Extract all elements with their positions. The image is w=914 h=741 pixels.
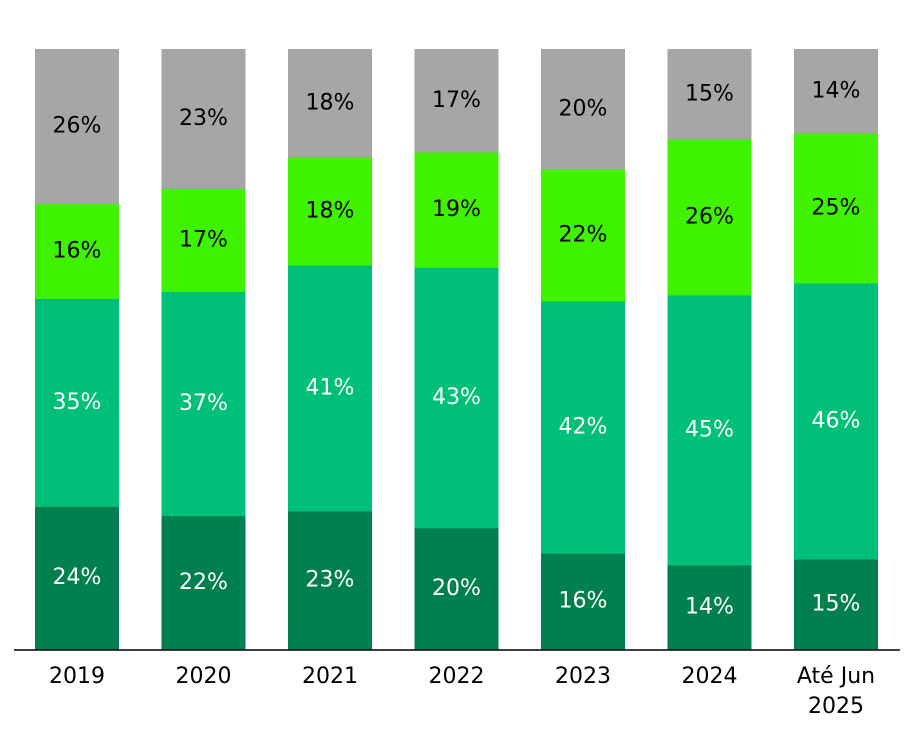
bar-segment-2-2 <box>288 157 372 266</box>
bar-segment-1-3 <box>161 49 246 189</box>
data-label-5-3: 15% <box>685 82 734 107</box>
bar-segment-6-3 <box>794 49 878 134</box>
bar-segment-6-1 <box>794 283 878 560</box>
data-label-6-2: 25% <box>812 196 861 221</box>
data-label-1-1: 37% <box>179 391 228 416</box>
category-label-4: 2023 <box>555 664 611 689</box>
data-label-0-3: 26% <box>53 114 102 139</box>
data-label-3-1: 43% <box>432 385 481 410</box>
data-label-2-3: 18% <box>306 91 355 116</box>
bar-segment-2-0 <box>288 511 372 650</box>
category-label-2: 2021 <box>302 664 358 689</box>
bar-segment-1-1 <box>161 291 246 517</box>
data-label-6-0: 15% <box>812 592 861 617</box>
bar-segment-3-0 <box>414 527 499 650</box>
bar-segment-3-3 <box>414 49 499 153</box>
data-label-5-1: 45% <box>685 418 734 443</box>
bar-segment-1-2 <box>161 188 246 292</box>
data-label-2-0: 23% <box>306 568 355 593</box>
data-label-3-2: 19% <box>432 197 481 222</box>
data-label-1-3: 23% <box>179 106 228 131</box>
data-label-0-2: 16% <box>53 238 102 263</box>
bar-segment-4-1 <box>541 301 625 554</box>
data-label-5-0: 14% <box>685 595 734 620</box>
bar-segment-6-2 <box>794 133 878 284</box>
bar-segment-4-0 <box>541 553 625 650</box>
bar-segment-2-1 <box>288 265 372 512</box>
data-label-4-1: 42% <box>559 415 608 440</box>
data-label-4-0: 16% <box>559 589 608 614</box>
bar-segment-4-3 <box>541 49 625 170</box>
data-label-3-0: 20% <box>432 576 481 601</box>
bar-segment-6-0 <box>794 559 878 650</box>
bar-segment-0-1 <box>35 298 119 507</box>
bars-group <box>35 49 878 650</box>
category-label-0: 2019 <box>49 664 105 689</box>
category-label-5: 2024 <box>682 664 738 689</box>
bar-segment-5-0 <box>667 565 752 650</box>
data-label-2-2: 18% <box>306 199 355 224</box>
data-label-1-2: 17% <box>179 227 228 252</box>
category-label-3: 2022 <box>429 664 485 689</box>
bar-segment-3-2 <box>414 152 499 268</box>
data-label-0-1: 35% <box>53 390 102 415</box>
bar-segment-0-2 <box>35 203 119 300</box>
bar-segment-5-1 <box>667 295 752 566</box>
data-label-1-0: 22% <box>179 570 228 595</box>
data-label-4-2: 22% <box>559 223 608 248</box>
data-label-6-1: 46% <box>812 409 861 434</box>
category-label-6: Até Jun 2025 <box>797 664 875 719</box>
data-label-3-3: 17% <box>432 88 481 113</box>
category-labels-group: 2019 2020 2021 2022 2023 2024 Até Jun 2025 <box>49 664 875 719</box>
bar-segment-4-2 <box>541 169 625 302</box>
data-label-5-2: 26% <box>685 205 734 230</box>
bar-segment-0-3 <box>35 49 119 204</box>
bar-segment-5-3 <box>667 49 752 140</box>
data-labels-group: 24% 35% 16% 26% 22% 37% 17% 23% 23% 41% 18% 18% 20% 4… <box>53 79 861 620</box>
bar-segment-1-0 <box>161 515 246 650</box>
bar-segment-2-3 <box>288 49 372 158</box>
data-label-2-1: 41% <box>306 376 355 401</box>
bar-segment-3-1 <box>414 267 499 529</box>
data-label-6-3: 14% <box>812 79 861 104</box>
data-label-0-0: 24% <box>53 565 102 590</box>
bar-segment-5-2 <box>667 139 752 296</box>
data-label-4-3: 20% <box>559 97 608 122</box>
bar-segment-0-0 <box>35 506 119 650</box>
category-label-1: 2020 <box>176 664 232 689</box>
